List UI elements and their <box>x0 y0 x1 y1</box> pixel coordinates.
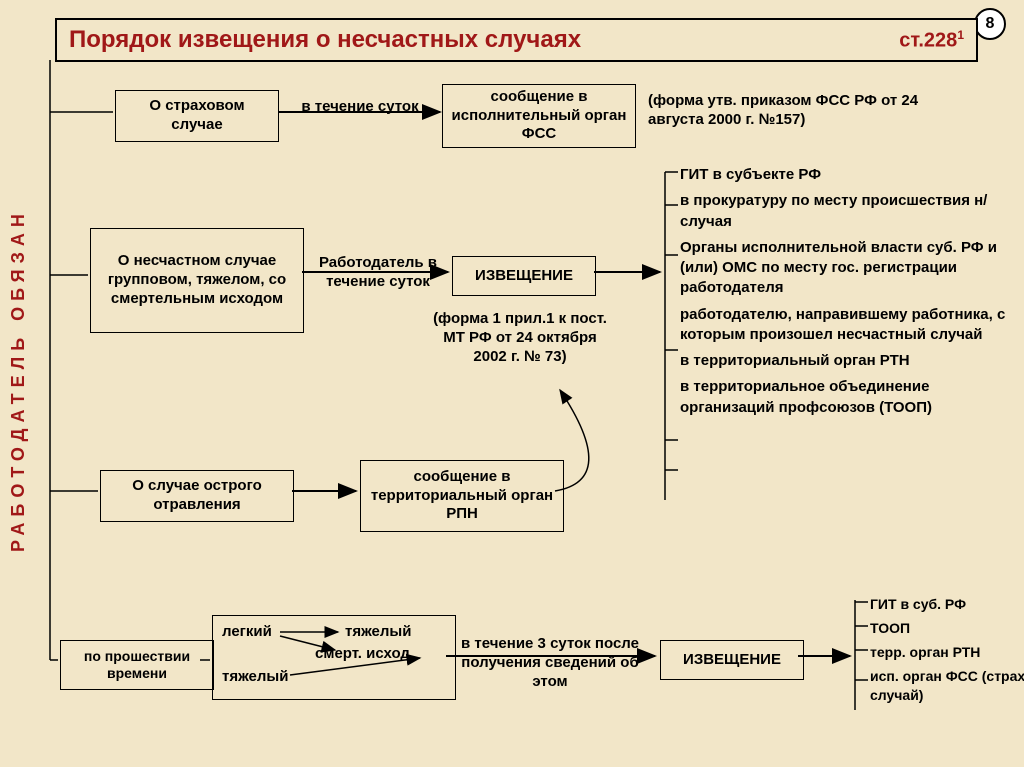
vertical-employer-label: РАБОТОДАТЕЛЬ ОБЯЗАН <box>8 100 32 660</box>
title-text: Порядок извещения о несчастных случаях <box>69 26 899 54</box>
text-heavy2: тяжелый <box>222 668 288 687</box>
list1-item-2: в прокуратуру по месту происшествия н/сл… <box>680 191 1010 232</box>
text-fatal: смерт. исход <box>315 645 410 664</box>
label-fss-form: (форма утв. приказом ФСС РФ от 24 август… <box>648 92 948 130</box>
list1-item-3: Органы исполнительной власти суб. РФ и (… <box>680 238 1010 299</box>
text-heavy: тяжелый <box>345 623 411 642</box>
list2-item-1: ГИТ в суб. РФ <box>870 595 1024 614</box>
list1-item-5: в территориальный орган РТН <box>680 351 1010 371</box>
box-insurance-case: О страховом случае <box>115 90 279 142</box>
list-notice2-recipients: ГИТ в суб. РФ ТООП терр. орган РТН исп. … <box>870 595 1024 704</box>
label-form1: (форма 1 прил.1 к пост. МТ РФ от 24 октя… <box>430 310 610 366</box>
list1-item-6: в территориальное объединение организаци… <box>680 377 1010 418</box>
list2-item-4: исп. орган ФСС (страх. случай) <box>870 667 1024 705</box>
list1-item-4: работодателю, направившему работника, с … <box>680 305 1010 346</box>
box-notice-2: ИЗВЕЩЕНИЕ <box>660 640 804 680</box>
label-employer-day: Работодатель в течение суток <box>308 254 448 292</box>
page-number: 8 <box>974 8 1006 40</box>
box-fss-message: сообщение в исполнительный орган ФСС <box>442 84 636 148</box>
box-accident-type: О несчастном случае групповом, тяжелом, … <box>90 228 304 333</box>
list2-item-2: ТООП <box>870 619 1024 638</box>
box-rpn-message: сообщение в территориальный орган РПН <box>360 460 564 532</box>
box-notice-1: ИЗВЕЩЕНИЕ <box>452 256 596 296</box>
list-notice-recipients: ГИТ в субъекте РФ в прокуратуру по месту… <box>680 165 1010 418</box>
label-3days: в течение 3 суток после получения сведен… <box>450 635 650 691</box>
label-within-day-1: в течение суток <box>285 98 435 117</box>
list2-item-3: терр. орган РТН <box>870 643 1024 662</box>
box-after-time: по прошествии времени <box>60 640 214 690</box>
text-light: легкий <box>222 623 272 642</box>
list1-item-1: ГИТ в субъекте РФ <box>680 165 1010 185</box>
box-poisoning: О случае острого отравления <box>100 470 294 522</box>
title-ref: ст.2281 <box>899 28 964 53</box>
title-bar: Порядок извещения о несчастных случаях с… <box>55 18 978 62</box>
